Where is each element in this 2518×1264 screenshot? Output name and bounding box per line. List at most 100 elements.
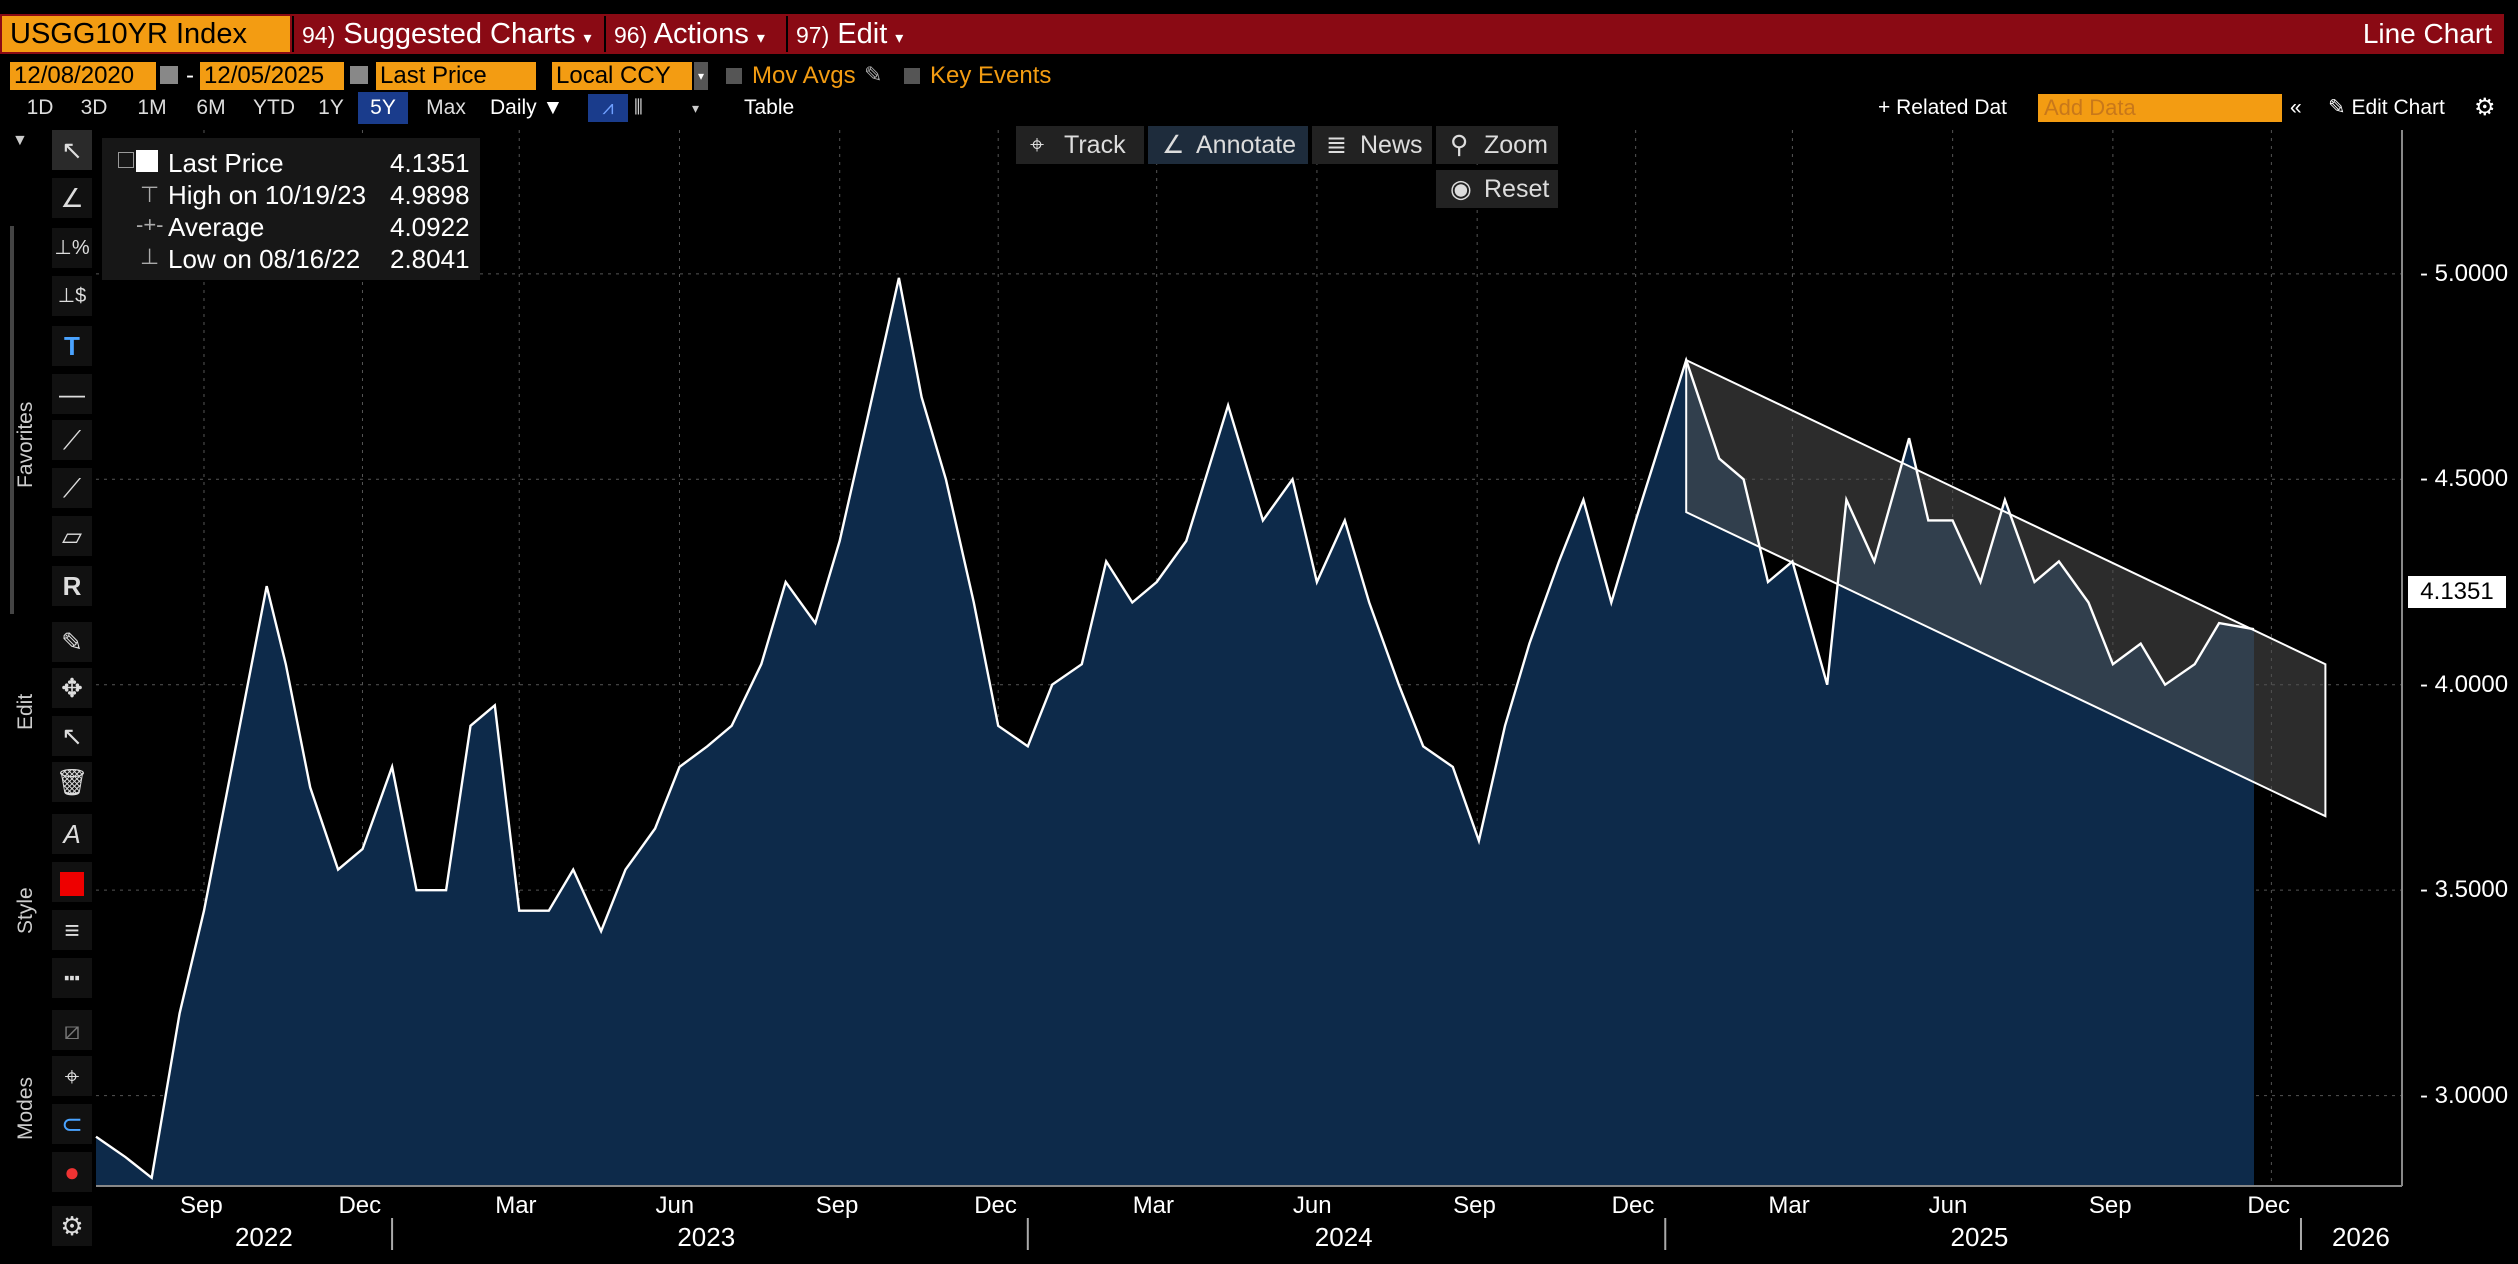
crosshair-icon: ⌖ bbox=[1030, 131, 1045, 159]
line-chart-icon[interactable]: ⩘ bbox=[588, 94, 628, 122]
x-month-label: Mar bbox=[1768, 1192, 1810, 1219]
range-1y[interactable]: 1Y bbox=[318, 96, 344, 119]
start-date-field[interactable]: 12/08/2020 bbox=[10, 62, 156, 90]
legend-high-value: 4.9898 bbox=[390, 180, 470, 210]
line-weight-icon[interactable]: ≡ bbox=[52, 910, 92, 950]
ticker-field[interactable]: USGG10YR Index bbox=[2, 16, 290, 52]
select-point-icon[interactable]: ↖ bbox=[52, 716, 92, 756]
horizontal-line-icon[interactable]: — bbox=[52, 374, 92, 414]
price-line bbox=[95, 277, 2255, 1180]
bar-chart-icon[interactable]: ⫴ bbox=[634, 96, 643, 119]
eraser-icon[interactable]: ⧄ bbox=[52, 1010, 92, 1050]
news-button[interactable]: ≣ News bbox=[1312, 126, 1432, 164]
retracement-icon[interactable]: R bbox=[52, 566, 92, 606]
price-measure-icon[interactable]: ⊥$ bbox=[52, 276, 92, 316]
legend-low-label: Low on 08/16/22 bbox=[168, 244, 361, 274]
percent-measure-icon[interactable]: ⊥% bbox=[52, 228, 92, 268]
chevron-down-icon[interactable]: ▾ bbox=[692, 100, 700, 116]
pointer-icon[interactable]: ↖ bbox=[52, 130, 92, 170]
track-button[interactable]: ⌖ Track bbox=[1016, 126, 1144, 164]
chevron-down-icon: ▾ bbox=[756, 30, 765, 47]
x-year-label: 2026 bbox=[2331, 1222, 2390, 1252]
reset-icon: ◉ bbox=[1450, 175, 1472, 203]
chevron-down-icon[interactable]: ▼ bbox=[12, 132, 28, 149]
x-month-label: Sep bbox=[815, 1192, 859, 1219]
trash-icon[interactable]: 🗑 bbox=[52, 762, 92, 802]
mov-avgs-checkbox[interactable] bbox=[726, 68, 742, 84]
menu-number: 97) bbox=[796, 22, 830, 48]
color-picker-icon[interactable] bbox=[52, 862, 92, 902]
collapse-icon[interactable]: « bbox=[2290, 96, 2302, 119]
suggested-charts-menu[interactable]: 94) Suggested Charts ▾ bbox=[292, 16, 602, 52]
move-icon[interactable]: ✥ bbox=[52, 668, 92, 708]
menu-number: 96) bbox=[614, 22, 648, 48]
legend-last-price-label: Last Price bbox=[168, 148, 284, 178]
gear-icon[interactable]: ⚙ bbox=[2474, 94, 2496, 121]
line-style-icon[interactable]: ┅ bbox=[52, 958, 92, 998]
crosshair-icon[interactable]: ⌖ bbox=[52, 1056, 92, 1096]
track-label: Track bbox=[1064, 131, 1126, 159]
calendar-icon[interactable] bbox=[160, 66, 178, 84]
related-data-button[interactable]: + Related Dat bbox=[1878, 96, 2007, 119]
pencil-icon[interactable]: ✎ bbox=[864, 62, 883, 87]
search-icon: ⚲ bbox=[1450, 131, 1469, 159]
legend-average-label: Average bbox=[168, 212, 265, 242]
colors-mode-icon[interactable]: ● bbox=[52, 1152, 92, 1192]
range-1d[interactable]: 1D bbox=[26, 96, 54, 119]
magnet-icon[interactable]: ⊂ bbox=[52, 1104, 92, 1144]
gear-icon[interactable]: ⚙ bbox=[52, 1206, 92, 1246]
end-date-field[interactable]: 12/05/2025 bbox=[200, 62, 344, 90]
legend-low-value: 2.8041 bbox=[390, 244, 470, 274]
chevron-down-icon: ▾ bbox=[583, 30, 592, 47]
range-1m[interactable]: 1M bbox=[137, 96, 167, 119]
pencil-icon[interactable]: ✎ bbox=[52, 622, 92, 662]
periodicity-select[interactable]: Daily ▼ bbox=[490, 92, 563, 124]
y-tick-label: - 3.5000 bbox=[2420, 876, 2509, 904]
average-marker-icon: -+- bbox=[136, 212, 164, 237]
menu-label: Suggested Charts bbox=[343, 18, 576, 50]
key-events-checkbox[interactable] bbox=[904, 68, 920, 84]
price-field-select[interactable]: Last Price bbox=[376, 62, 536, 90]
y-tick-label: - 4.5000 bbox=[2420, 465, 2509, 493]
x-axis-ticks bbox=[391, 1218, 2302, 1250]
menu-label: Edit bbox=[837, 18, 888, 50]
add-data-input[interactable]: Add Data bbox=[2038, 94, 2282, 122]
ray-line-icon[interactable]: ⟋ bbox=[52, 468, 92, 508]
reset-button[interactable]: ◉ Reset bbox=[1436, 170, 1558, 208]
edit-menu[interactable]: 97) Edit ▾ bbox=[786, 16, 922, 52]
x-month-label: Sep bbox=[1453, 1192, 1496, 1219]
x-month-label: Jun bbox=[655, 1192, 695, 1219]
table-button[interactable]: Table bbox=[744, 96, 795, 119]
trend-line-icon[interactable]: ⟋ bbox=[52, 420, 92, 460]
collapse-icon[interactable] bbox=[118, 152, 134, 168]
edit-chart-button[interactable]: ✎ Edit Chart bbox=[2328, 92, 2445, 124]
annotate-label: Annotate bbox=[1196, 131, 1297, 159]
annotate-button[interactable]: ∠ Annotate bbox=[1148, 126, 1308, 164]
text-tool-icon[interactable]: T bbox=[52, 326, 92, 366]
x-month-label: Dec bbox=[2247, 1192, 2291, 1219]
channel-tool-icon[interactable]: ▱ bbox=[52, 516, 92, 556]
date-separator: - bbox=[186, 62, 194, 89]
y-tick-label: - 3.0000 bbox=[2420, 1081, 2509, 1109]
x-month-label: Dec bbox=[974, 1192, 1017, 1219]
zoom-button[interactable]: ⚲ Zoom bbox=[1436, 126, 1558, 164]
chevron-down-icon[interactable]: ▾ bbox=[694, 62, 708, 90]
legend-last-price-value: 4.1351 bbox=[390, 148, 470, 178]
range-5y[interactable]: 5Y bbox=[358, 92, 408, 124]
calendar-icon[interactable] bbox=[350, 66, 368, 84]
x-month-label: Sep bbox=[179, 1192, 223, 1219]
font-style-icon[interactable]: A bbox=[52, 814, 92, 854]
chevron-down-icon: ▾ bbox=[895, 30, 904, 47]
range-3d[interactable]: 3D bbox=[80, 96, 108, 119]
high-marker-icon: ⊤ bbox=[140, 182, 160, 207]
draw-line-icon[interactable]: ∠ bbox=[52, 178, 92, 218]
range-max[interactable]: Max bbox=[426, 96, 466, 119]
range-6m[interactable]: 6M bbox=[196, 96, 226, 119]
x-month-label: Jun bbox=[1292, 1192, 1332, 1219]
favorites-divider bbox=[10, 226, 14, 614]
currency-select[interactable]: Local CCY bbox=[552, 62, 692, 90]
range-ytd[interactable]: YTD bbox=[253, 96, 295, 119]
last-price-tag: 4.1351 bbox=[2408, 576, 2506, 608]
actions-menu[interactable]: 96) Actions ▾ bbox=[604, 16, 784, 52]
